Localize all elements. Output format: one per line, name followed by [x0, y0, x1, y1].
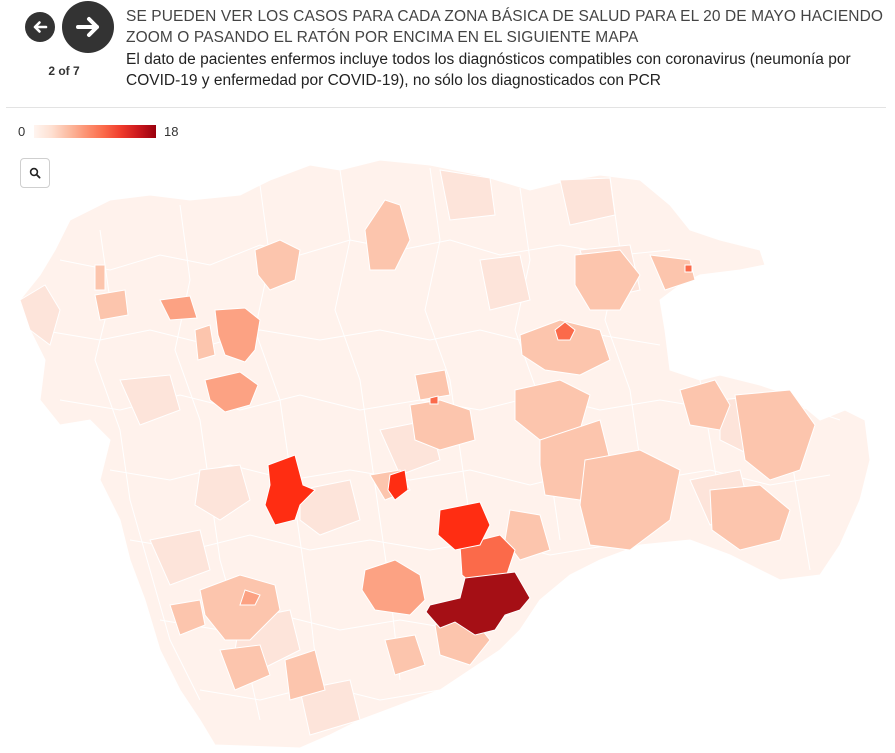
- slide-counter: 2 of 7: [48, 64, 80, 78]
- legend-min-label: 0: [18, 124, 26, 139]
- header-divider: [6, 107, 886, 108]
- zones-salmon[interactable]: [159, 295, 426, 616]
- zoom-button[interactable]: [20, 158, 50, 188]
- search-icon: [29, 167, 41, 179]
- arrow-right-icon: [76, 17, 99, 37]
- choropleth-map[interactable]: [0, 150, 895, 753]
- page-title: SE PUEDEN VER LOS CASOS PARA CADA ZONA B…: [126, 8, 884, 46]
- zones-strong[interactable]: [429, 264, 693, 591]
- page-subtitle: El dato de pacientes enfermos incluye to…: [126, 51, 851, 89]
- zones-darkest[interactable]: [425, 571, 531, 636]
- region-outline: [19, 159, 871, 749]
- zones-red[interactable]: [264, 454, 491, 551]
- slide-header: 2 of 7 SE PUEDEN VER LOS CASOS PARA CADA…: [0, 0, 895, 108]
- arrow-left-icon: [33, 21, 48, 33]
- legend-max-label: 18: [164, 124, 179, 139]
- previous-button[interactable]: [25, 12, 55, 42]
- zones-medium[interactable]: [94, 199, 816, 701]
- next-button[interactable]: [62, 1, 114, 53]
- legend-gradient-bar: [34, 125, 156, 138]
